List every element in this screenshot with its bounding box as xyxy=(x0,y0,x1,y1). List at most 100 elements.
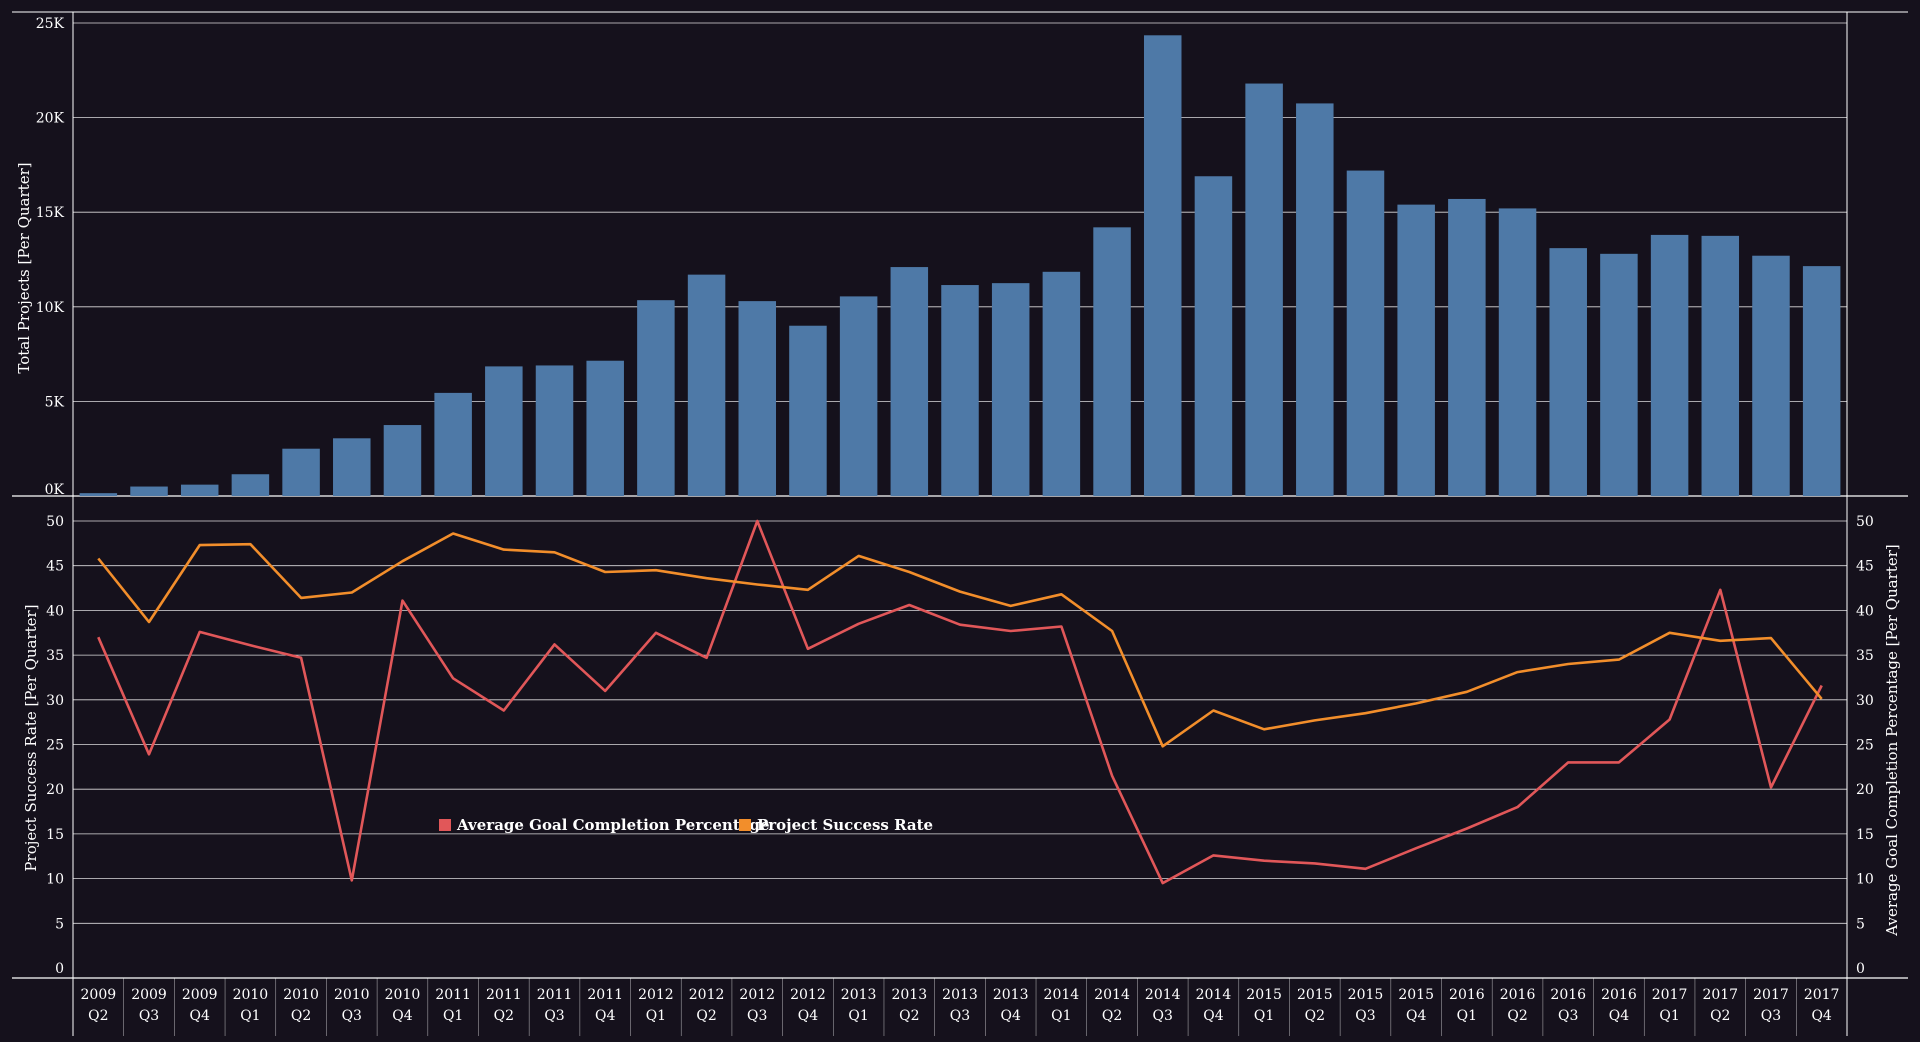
bar xyxy=(1549,248,1587,496)
bar xyxy=(1802,266,1841,496)
x-tick-year: 2015 xyxy=(1348,987,1384,1003)
success-rate-line xyxy=(97,532,1823,748)
bar xyxy=(130,486,168,496)
x-tick-quarter: Q1 xyxy=(1659,1008,1679,1024)
x-tick-quarter: Q2 xyxy=(1507,1008,1527,1024)
x-tick-quarter: Q3 xyxy=(139,1008,159,1024)
bar xyxy=(180,484,219,496)
legend: Average Goal Completion Percentage Proje… xyxy=(439,816,933,834)
x-tick-quarter: Q2 xyxy=(494,1008,514,1024)
bar xyxy=(434,392,472,496)
bar xyxy=(738,301,777,496)
bar xyxy=(991,283,1030,496)
x-tick-year: 2010 xyxy=(233,987,269,1003)
bar xyxy=(1650,234,1689,497)
bar xyxy=(1701,235,1740,496)
line-right-y-tick-label: 30 xyxy=(1856,693,1874,709)
x-tick-quarter: Q1 xyxy=(240,1008,260,1024)
bar-y-tick-label: 10K xyxy=(36,300,65,316)
x-tick-quarter: Q3 xyxy=(1153,1008,1173,1024)
bar xyxy=(890,267,929,496)
x-tick-quarter: Q1 xyxy=(1254,1008,1274,1024)
x-tick-quarter: Q1 xyxy=(1457,1008,1477,1024)
bar xyxy=(1752,255,1790,496)
x-tick-year: 2012 xyxy=(739,987,775,1003)
x-tick-year: 2011 xyxy=(537,987,573,1003)
x-tick-year: 2010 xyxy=(334,987,370,1003)
x-tick-year: 2017 xyxy=(1753,987,1789,1003)
x-tick-year: 2013 xyxy=(841,987,877,1003)
x-tick-quarter: Q4 xyxy=(1000,1008,1020,1024)
line-left-y-tick-label: 25 xyxy=(46,738,64,754)
x-tick-quarter: Q4 xyxy=(595,1008,615,1024)
line-right-y-tick-label: 35 xyxy=(1856,648,1874,664)
x-tick-year: 2011 xyxy=(587,987,623,1003)
x-tick-quarter: Q3 xyxy=(1761,1008,1781,1024)
x-tick-quarter: Q2 xyxy=(696,1008,716,1024)
bar xyxy=(687,274,726,496)
x-tick-year: 2017 xyxy=(1702,987,1738,1003)
x-tick-quarter: Q2 xyxy=(1305,1008,1325,1024)
x-tick-year: 2010 xyxy=(283,987,319,1003)
bar xyxy=(1042,271,1081,496)
bar xyxy=(1397,204,1435,496)
bar xyxy=(789,325,827,496)
bar xyxy=(941,285,979,496)
legend-swatch-goal xyxy=(439,819,451,831)
x-tick-quarter: Q1 xyxy=(443,1008,463,1024)
x-tick-quarter: Q1 xyxy=(848,1008,868,1024)
x-tick-quarter: Q2 xyxy=(899,1008,919,1024)
x-tick-year: 2014 xyxy=(1145,987,1181,1003)
x-tick-year: 2011 xyxy=(486,987,522,1003)
x-tick-quarter: Q4 xyxy=(1609,1008,1629,1024)
bar xyxy=(333,438,371,496)
line-left-y-axis-label: Project Success Rate [Per Quarter] xyxy=(22,604,40,871)
bar xyxy=(282,448,320,496)
x-tick-quarter: Q2 xyxy=(88,1008,108,1024)
x-tick-year: 2017 xyxy=(1652,987,1688,1003)
x-tick-year: 2010 xyxy=(385,987,421,1003)
x-tick-year: 2011 xyxy=(435,987,471,1003)
line-series xyxy=(97,519,1823,885)
x-tick-quarter: Q3 xyxy=(544,1008,564,1024)
bar xyxy=(839,296,878,496)
line-left-y-tick-label: 40 xyxy=(46,603,64,619)
bar xyxy=(1194,176,1233,496)
bar xyxy=(586,360,624,496)
x-tick-year: 2015 xyxy=(1297,987,1333,1003)
bar xyxy=(535,365,574,496)
x-tick-quarter: Q4 xyxy=(1406,1008,1426,1024)
goal-completion-line xyxy=(97,519,1823,885)
x-tick-year: 2016 xyxy=(1500,987,1536,1003)
line-left-y-tick-label: 5 xyxy=(55,916,64,932)
line-left-y-tick-label: 35 xyxy=(46,648,64,664)
bar xyxy=(1498,208,1537,496)
line-right-y-tick-label: 50 xyxy=(1856,514,1874,530)
line-left-y-tick-label: 30 xyxy=(46,693,64,709)
x-tick-year: 2015 xyxy=(1398,987,1434,1003)
bar-series xyxy=(79,35,1841,497)
x-tick-quarter: Q4 xyxy=(1203,1008,1223,1024)
bar xyxy=(485,366,523,496)
line-left-y-tick-label: 20 xyxy=(46,782,64,798)
bar xyxy=(1346,170,1385,497)
bar xyxy=(1245,83,1283,496)
bar xyxy=(79,493,118,496)
bar-y-tick-label: 25K xyxy=(36,16,65,32)
x-tick-year: 2013 xyxy=(891,987,927,1003)
x-tick-quarter: Q3 xyxy=(747,1008,767,1024)
bar xyxy=(637,300,675,496)
legend-swatch-success xyxy=(739,819,751,831)
bar xyxy=(383,425,422,496)
x-tick-year: 2016 xyxy=(1550,987,1586,1003)
bar xyxy=(1600,253,1638,496)
line-right-y-tick-label: 0 xyxy=(1856,961,1865,977)
line-panel-right-y-ticks: 0 5 10 15 20 25 30 35 40 45 50 xyxy=(1856,514,1874,977)
bar xyxy=(1143,35,1182,496)
x-tick-quarter: Q4 xyxy=(190,1008,210,1024)
x-tick-quarter: Q3 xyxy=(950,1008,970,1024)
line-left-y-tick-label: 0 xyxy=(55,961,64,977)
bar-y-axis-label: Total Projects [Per Quarter] xyxy=(15,162,33,373)
x-tick-quarter: Q4 xyxy=(798,1008,818,1024)
line-right-y-tick-label: 45 xyxy=(1856,559,1874,575)
